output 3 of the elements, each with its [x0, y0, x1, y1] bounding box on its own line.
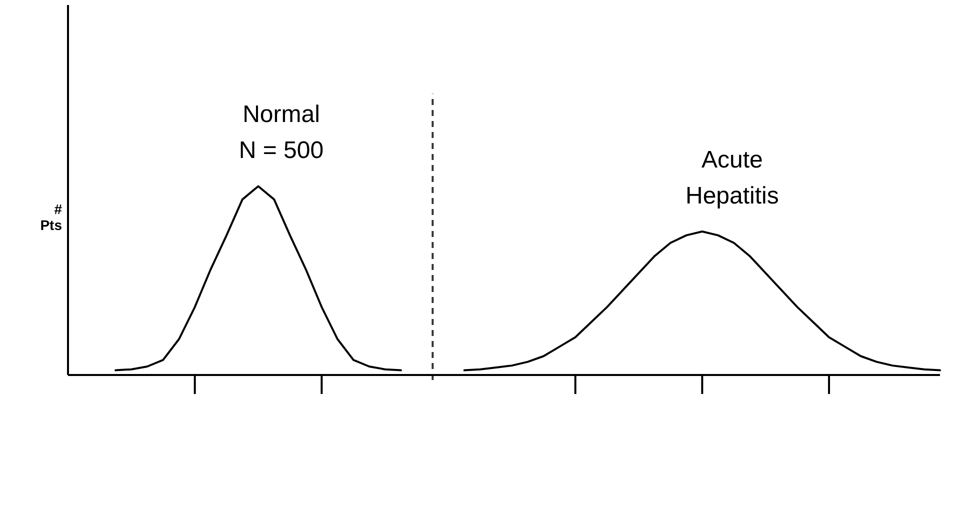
y-axis-title: # Pts	[40, 201, 62, 233]
series-label: Acute Hepatitis	[685, 146, 779, 210]
series-label: Normal N = 500	[238, 101, 324, 164]
